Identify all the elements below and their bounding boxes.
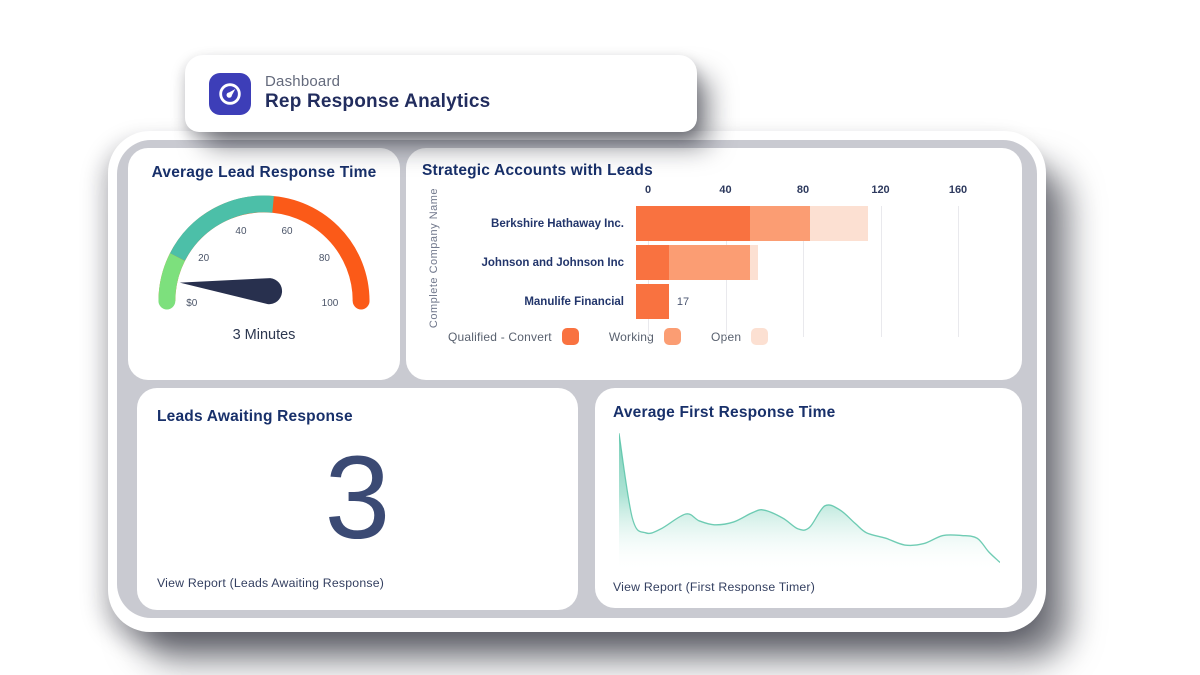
legend-item[interactable]: Qualified - Convert — [448, 328, 579, 345]
grid-line-160 — [958, 206, 959, 337]
bar-segment-qualified-convert[interactable] — [636, 245, 669, 280]
stacked-bar — [636, 284, 669, 319]
bar-segment-working[interactable] — [750, 206, 811, 241]
bar-value-label: 17 — [676, 295, 690, 308]
gauge-tick-100: 100 — [322, 298, 339, 309]
leads-awaiting-count: 3 — [324, 432, 391, 564]
gauge-card-title: Average Lead Response Time — [151, 164, 377, 181]
bars-legend: Qualified - ConvertWorkingOpen — [448, 328, 1020, 345]
area-line — [619, 433, 1000, 563]
header-app-label: Dashboard — [265, 72, 341, 90]
area-fill — [619, 433, 1000, 570]
area-chart — [619, 430, 1000, 570]
x-tick-0: 0 — [644, 184, 652, 196]
bar-row: Manulife Financial 17 — [446, 284, 1020, 319]
card-strategic-accounts-with-leads: Strategic Accounts with Leads Complete C… — [406, 148, 1022, 380]
gauge-icon — [219, 82, 241, 105]
bars-y-axis-label-wrap: Complete Company Name — [422, 184, 446, 345]
dashboard-panel: Average Lead Response Time $0 20 40 60 8… — [108, 131, 1046, 632]
legend-swatch — [664, 328, 682, 345]
bar-segment-working[interactable] — [668, 245, 751, 280]
page-title: Rep Response Analytics — [265, 91, 491, 113]
app-logo — [209, 72, 251, 115]
card-average-lead-response-time: Average Lead Response Time $0 20 40 60 8… — [128, 148, 400, 380]
header-text: Dashboard Rep Response Analytics — [265, 73, 490, 115]
bar-segment-qualified-convert[interactable] — [636, 284, 669, 319]
area-card-title: Average First Response Time — [613, 404, 836, 421]
gauge-chart: $0 20 40 60 80 100 — [158, 195, 370, 310]
gauge-tick-60: 60 — [281, 226, 293, 237]
bars-plot-area: 0 40 80 120 160 Berkshire Hathaway Inc. Johns… — [446, 184, 1020, 345]
grid-line-120 — [880, 206, 882, 337]
bar-row: Johnson and Johnson Inc — [446, 245, 1020, 280]
bar-segment-qualified-convert[interactable] — [636, 206, 751, 241]
area-chart-svg — [619, 433, 1000, 570]
bars-body: Berkshire Hathaway Inc. Johnson and Johns… — [446, 206, 1020, 337]
view-report-link-first-response[interactable]: View Report (First Response Timer) — [613, 580, 816, 594]
gauge-needle — [179, 278, 282, 305]
view-report-link-leads-awaiting[interactable]: View Report (Leads Awaiting Response) — [157, 576, 385, 590]
bar-row: Berkshire Hathaway Inc. — [446, 206, 1020, 241]
stacked-bar — [636, 206, 869, 241]
dashboard-canvas: Average Lead Response Time $0 20 40 60 8… — [117, 140, 1037, 618]
grid-line-80 — [803, 206, 804, 337]
legend-label: Working — [608, 329, 655, 344]
gauge-tick-80: 80 — [319, 253, 331, 264]
stacked-bar — [636, 245, 759, 280]
count-card-title: Leads Awaiting Response — [157, 408, 353, 425]
bar-segment-open[interactable] — [750, 245, 759, 280]
bar-category-label: Manulife Financial — [524, 295, 624, 308]
gauge-tick-40: 40 — [235, 226, 247, 237]
x-tick-120: 120 — [871, 184, 890, 196]
bar-segment-open[interactable] — [810, 206, 869, 241]
bar-category-label: Berkshire Hathaway Inc. — [491, 217, 624, 230]
legend-swatch — [751, 328, 769, 345]
gauge-value-label: 3 Minutes — [232, 327, 296, 343]
card-leads-awaiting-response: Leads Awaiting Response 3 View Report (L… — [137, 388, 578, 610]
legend-item[interactable]: Working — [608, 328, 682, 345]
gauge-tick-20: 20 — [198, 253, 210, 264]
x-tick-160: 160 — [948, 184, 968, 196]
legend-label: Qualified - Convert — [448, 329, 552, 344]
gauge-arc-mid — [169, 195, 274, 262]
bars-card-title: Strategic Accounts with Leads — [422, 162, 653, 179]
gauge-cap-right — [352, 292, 370, 310]
header-card: Dashboard Rep Response Analytics — [185, 55, 697, 132]
legend-swatch — [561, 328, 579, 345]
gauge-cap-left — [158, 292, 176, 310]
x-tick-80: 80 — [796, 184, 810, 196]
card-average-first-response-time: Average First Response Time — [595, 388, 1022, 608]
bars-y-axis-label: Complete Company Name — [428, 187, 440, 329]
bar-category-label: Johnson and Johnson Inc — [481, 256, 624, 269]
bars-x-axis-ticks: 0 40 80 120 160 — [644, 184, 1020, 202]
bars-rows: Berkshire Hathaway Inc. Johnson and Johns… — [446, 206, 1020, 319]
bars-chart: Complete Company Name 0 40 80 120 160 Berksh… — [422, 184, 1006, 345]
gauge-tick-0: $0 — [186, 298, 198, 309]
x-tick-40: 40 — [719, 184, 732, 196]
